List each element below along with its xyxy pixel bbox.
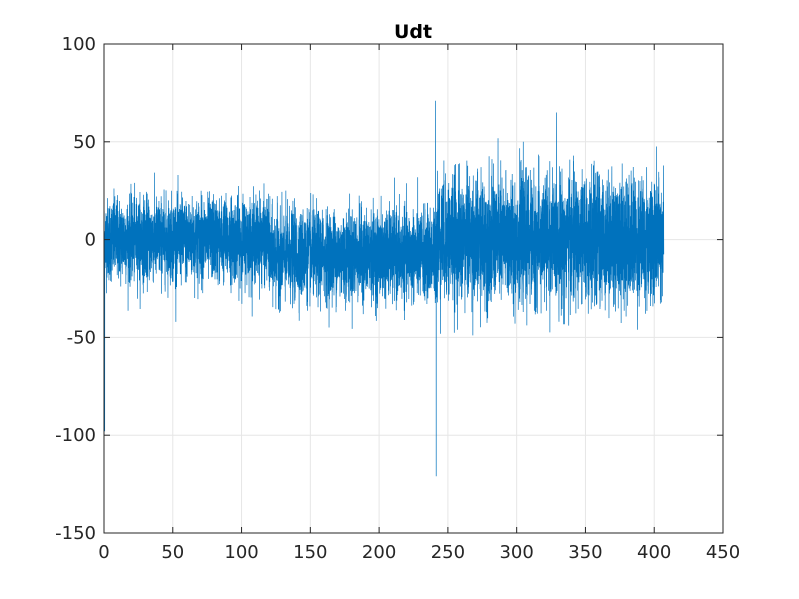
y-tick-label: 50 (73, 132, 96, 153)
x-tick-label: 300 (499, 542, 533, 563)
series-udt (103, 100, 665, 477)
x-tick-label: 50 (161, 542, 184, 563)
y-tick-label: -100 (55, 425, 96, 446)
x-tick-label: 200 (362, 542, 396, 563)
chart-title: Udt (394, 21, 432, 43)
x-tick-label: 450 (706, 542, 740, 563)
axes-box (103, 43, 724, 534)
x-tick-label: 100 (224, 542, 258, 563)
y-tick-label: 0 (85, 230, 96, 251)
y-tick-label: -150 (55, 523, 96, 544)
y-tick-label: 100 (62, 34, 96, 55)
x-tick-label: 0 (98, 542, 109, 563)
series-line (103, 100, 665, 477)
y-tick-label: -50 (67, 327, 96, 348)
x-tick-label: 150 (293, 542, 327, 563)
x-tick-label: 400 (637, 542, 671, 563)
x-tick-label: 350 (568, 542, 602, 563)
x-tick-label: 250 (431, 542, 465, 563)
ticks (103, 43, 724, 534)
y-tick-labels: -150 -100 -50 0 50 100 (55, 34, 96, 544)
x-tick-labels: 0 50 100 150 200 250 300 350 400 450 (98, 542, 740, 563)
